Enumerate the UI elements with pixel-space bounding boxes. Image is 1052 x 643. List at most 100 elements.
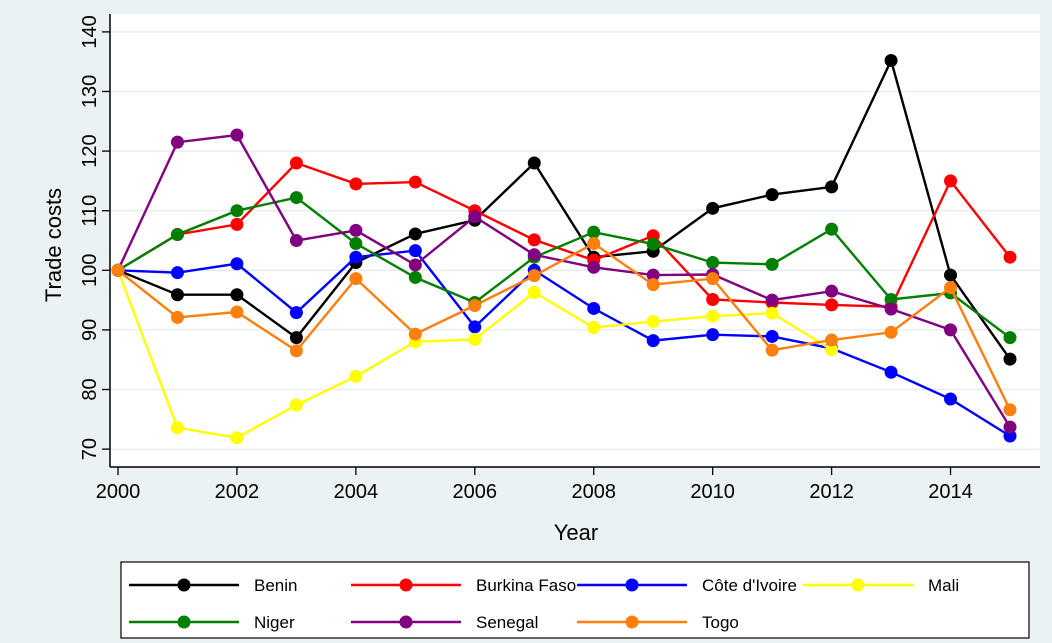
data-point-mali: [289, 398, 303, 412]
data-point-mali: [230, 431, 244, 445]
legend-item-togo: Togo: [577, 613, 739, 632]
data-point-niger: [170, 228, 184, 242]
series-line-niger: [117, 196, 1011, 339]
data-point-mali: [765, 306, 779, 320]
data-point-senegal: [468, 210, 482, 224]
legend-label: Benin: [254, 576, 297, 595]
legend-marker: [851, 578, 865, 592]
data-point-c-te-d-ivoire: [706, 328, 720, 342]
data-point-benin: [408, 227, 422, 241]
data-point-benin: [289, 331, 303, 345]
y-axis-ticks: 70 80 90 100 110 120 130 140: [79, 15, 110, 460]
data-point-burkina-faso: [944, 174, 958, 188]
legend: Benin Burkina Faso Côte d'Ivoire Mali Niger S…: [129, 576, 959, 632]
x-axis-title: Year: [554, 520, 598, 545]
data-point-togo: [646, 278, 660, 292]
data-point-benin: [944, 268, 958, 282]
data-point-c-te-d-ivoire: [170, 266, 184, 280]
series-line-togo: [117, 242, 1012, 411]
data-point-benin: [170, 288, 184, 302]
legend-marker: [399, 578, 413, 592]
x-tick-label: 2004: [334, 481, 379, 503]
series-togo: [111, 236, 1017, 417]
data-point-togo: [884, 325, 898, 339]
data-point-togo: [1003, 403, 1017, 417]
data-point-senegal: [825, 284, 839, 298]
series-line-c-te-d-ivoire: [117, 249, 1011, 438]
data-point-niger: [408, 270, 422, 284]
y-axis-title: Trade costs: [41, 188, 66, 302]
data-point-benin: [1003, 352, 1017, 366]
data-point-togo: [527, 269, 541, 283]
legend-item-senegal: Senegal: [351, 613, 538, 632]
data-point-senegal: [408, 258, 422, 272]
y-tick-label: 140: [79, 15, 101, 48]
data-point-togo: [587, 236, 601, 250]
data-point-c-te-d-ivoire: [230, 257, 244, 271]
data-point-senegal: [289, 234, 303, 247]
legend-label: Togo: [702, 613, 739, 632]
data-point-mali: [170, 421, 184, 435]
data-point-benin: [706, 201, 720, 215]
data-point-senegal: [587, 260, 601, 274]
legend-label: Côte d'Ivoire: [702, 576, 797, 595]
legend-label: Niger: [254, 613, 295, 632]
data-point-senegal: [527, 248, 541, 262]
data-point-benin: [230, 288, 244, 302]
gridlines: [110, 31, 1040, 450]
data-point-senegal: [646, 268, 660, 282]
data-point-burkina-faso: [527, 233, 541, 247]
data-point-togo: [944, 281, 958, 295]
data-point-niger: [289, 191, 303, 205]
data-point-niger: [825, 222, 839, 236]
y-tick-label: 110: [79, 195, 101, 227]
x-tick-label: 2002: [215, 481, 260, 503]
data-point-benin: [765, 188, 779, 202]
legend-item-mali: Mali: [803, 576, 959, 595]
legend-marker: [625, 615, 639, 629]
data-point-burkina-faso: [1003, 250, 1017, 264]
data-point-mali: [349, 369, 363, 383]
x-tick-label: 2012: [809, 481, 854, 503]
data-point-c-te-d-ivoire: [349, 250, 363, 264]
data-point-niger: [765, 257, 779, 271]
y-tick-label: 80: [79, 378, 101, 400]
data-point-niger: [884, 293, 898, 307]
x-axis-ticks: 2000 2002 2004 2006 2008 2010 2012 2014: [96, 467, 973, 503]
data-point-mali: [706, 309, 720, 323]
series-senegal: [111, 128, 1017, 434]
data-point-senegal: [1003, 420, 1017, 434]
data-point-niger: [646, 237, 660, 251]
data-point-togo: [349, 272, 363, 286]
x-tick-label: 2000: [96, 481, 141, 503]
series-line-senegal: [116, 133, 1012, 428]
y-tick-label: 70: [79, 438, 101, 460]
x-tick-label: 2010: [690, 481, 735, 503]
data-point-senegal: [884, 302, 898, 316]
data-point-burkina-faso: [349, 177, 363, 191]
data-point-togo: [230, 305, 244, 319]
series-line-benin: [117, 57, 1011, 360]
data-point-benin: [884, 53, 898, 67]
data-point-senegal: [765, 293, 779, 307]
data-point-mali: [646, 315, 660, 329]
data-point-niger: [706, 256, 720, 270]
data-point-senegal: [230, 128, 244, 142]
data-point-mali: [587, 321, 601, 335]
data-point-togo: [289, 344, 303, 358]
data-point-senegal: [944, 323, 958, 337]
data-point-senegal: [170, 135, 184, 149]
data-point-burkina-faso: [706, 293, 720, 307]
x-tick-label: 2006: [453, 481, 498, 503]
data-point-c-te-d-ivoire: [1003, 429, 1017, 443]
data-point-senegal: [349, 223, 363, 237]
legend-item-c-te-d-ivoire: Côte d'Ivoire: [577, 576, 797, 595]
data-point-togo: [408, 327, 422, 341]
data-point-c-te-d-ivoire: [765, 329, 779, 343]
data-point-togo: [825, 333, 839, 347]
data-point-burkina-faso: [230, 217, 244, 231]
legend-item-benin: Benin: [129, 576, 297, 595]
x-tick-label: 2008: [571, 481, 616, 503]
data-point-burkina-faso: [289, 156, 303, 170]
